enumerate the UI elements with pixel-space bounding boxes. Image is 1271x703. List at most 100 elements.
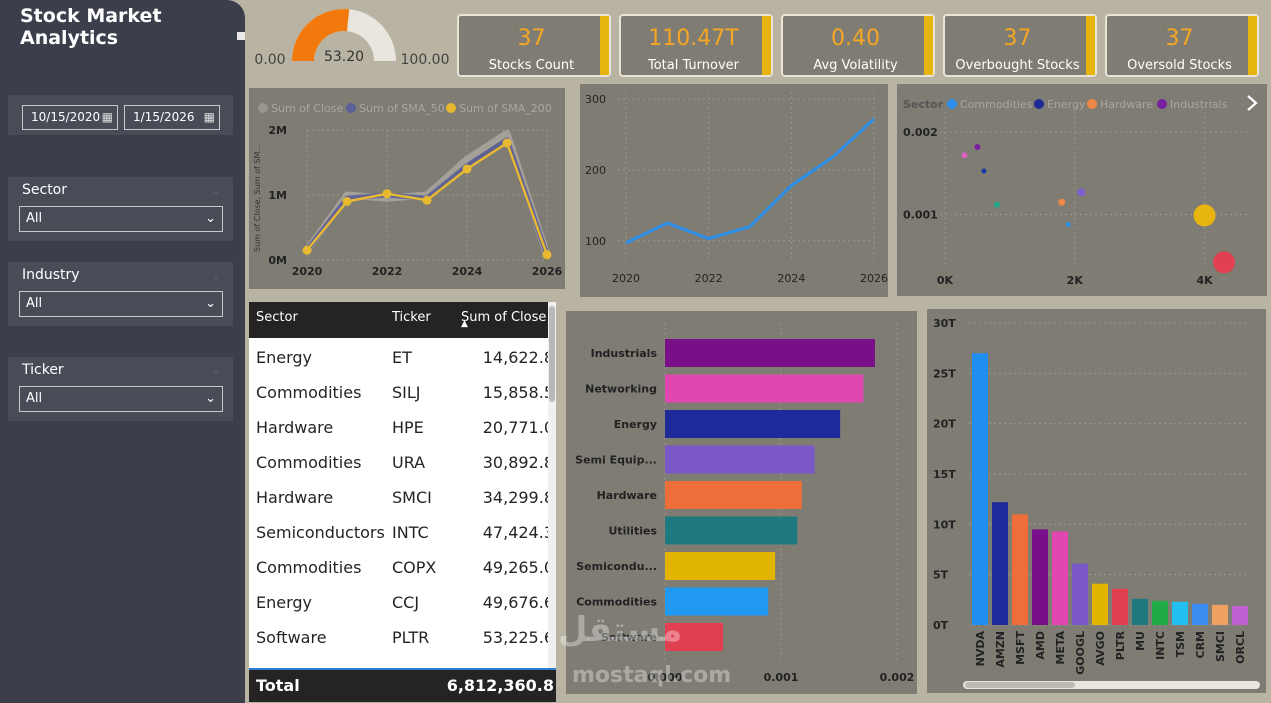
bar xyxy=(972,353,988,625)
y-tick-label: 200 xyxy=(585,164,606,177)
column-header-ticker[interactable]: Ticker xyxy=(392,310,431,325)
focus-mode-icon[interactable] xyxy=(237,32,245,40)
bar xyxy=(1152,600,1168,625)
volatility-scatter-chart[interactable]: 0.001 0.002 0K 2K 4K Sector Commodities Energy H… xyxy=(897,84,1267,296)
legend-marker xyxy=(1087,99,1097,109)
table-row[interactable]: Hardware HPE 20,771.0 xyxy=(249,412,556,447)
bar xyxy=(665,516,798,545)
x-tick-label: 2026 xyxy=(860,272,888,285)
scatter-point xyxy=(1065,221,1071,227)
scatter-point xyxy=(1193,204,1216,227)
legend-item: Sum of Close xyxy=(271,102,343,115)
table-total-row: Total 6,812,360.8 xyxy=(249,668,556,702)
legend-item: Sum of SMA_200 xyxy=(459,102,552,115)
ticker-dropdown[interactable]: All ⌄ xyxy=(19,386,223,412)
y-axis-label: Sum of Close, Sum of SM... xyxy=(253,144,262,252)
legend-marker xyxy=(1157,99,1167,109)
bar xyxy=(1232,605,1248,625)
price-trend-chart[interactable]: 100 200 300 2020 2022 2024 2026 xyxy=(580,84,888,297)
bar xyxy=(665,410,841,438)
category-label: SMCI xyxy=(1214,631,1227,662)
legend-marker xyxy=(1034,99,1044,109)
cell-sector: Software xyxy=(256,628,327,647)
kpi-card-oversold: 37 Oversold Stocks xyxy=(1105,14,1259,77)
category-label: PLTR xyxy=(1114,630,1127,660)
scatter-point xyxy=(1077,188,1086,197)
category-label: Software xyxy=(601,631,657,644)
legend-marker xyxy=(258,103,268,113)
kpi-accent-bar xyxy=(762,16,771,75)
date-to-input[interactable]: 1/15/2026 ▦ xyxy=(124,105,220,130)
legend-marker xyxy=(947,99,957,109)
kpi-label: Stocks Count xyxy=(488,58,575,73)
scatter-point xyxy=(981,168,987,174)
cell-sector: Commodities xyxy=(256,453,362,472)
bar xyxy=(665,374,864,403)
cell-sum-close: 49,676.6 xyxy=(482,593,554,612)
cell-sector: Commodities xyxy=(256,383,362,402)
industry-dropdown[interactable]: All ⌄ xyxy=(19,291,223,317)
chevron-down-icon[interactable]: ⌄ xyxy=(205,391,216,406)
chevron-down-icon[interactable]: ⌄ xyxy=(205,211,216,226)
cell-sum-close: 20,771.0 xyxy=(482,418,554,437)
table-scrollbar[interactable] xyxy=(548,302,556,668)
category-label: INTC xyxy=(1154,631,1167,660)
chevron-down-icon: ⌄ xyxy=(210,183,221,197)
kpi-value: 110.47T xyxy=(648,26,739,51)
cell-sum-close: 15,858.5 xyxy=(482,383,554,402)
y-tick-label: 5T xyxy=(933,569,949,582)
sector-volatility-bar-chart[interactable]: 0.000 0.001 0.002 Industrials Networking Ener… xyxy=(566,311,917,694)
calendar-icon[interactable]: ▦ xyxy=(203,110,215,124)
cell-sector: Semiconductors xyxy=(256,523,385,542)
sector-dropdown[interactable]: All ⌄ xyxy=(19,206,223,232)
data-point xyxy=(422,195,432,205)
table-row[interactable]: Commodities SILJ 15,858.5 xyxy=(249,377,556,412)
date-from-value: 10/15/2020 xyxy=(31,110,101,124)
bar xyxy=(1012,514,1028,625)
ticker-turnover-bar-chart[interactable]: 0T 5T 10T 15T 20T 25T 30T NVDA AMZN MSFT AMD META GO… xyxy=(927,309,1266,693)
category-label: GOOGL xyxy=(1074,631,1087,675)
table-row[interactable]: Commodities URA 30,892.8 xyxy=(249,447,556,482)
calendar-icon[interactable]: ▦ xyxy=(101,110,113,124)
scrollbar-thumb[interactable] xyxy=(549,306,555,402)
gauge-chart: 53.20 0.00 100.00 xyxy=(254,8,450,68)
y-tick-label: 300 xyxy=(585,93,606,106)
bar xyxy=(665,552,776,580)
bar xyxy=(1172,601,1188,625)
table-row[interactable]: Hardware SMCI 34,299.8 xyxy=(249,482,556,517)
gauge-max: 100.00 xyxy=(401,52,450,68)
category-label: Commodities xyxy=(576,596,657,609)
x-tick-label: 2024 xyxy=(452,265,483,278)
category-label: AMD xyxy=(1034,631,1047,660)
cell-ticker: COPX xyxy=(392,558,437,577)
column-header-sum-close[interactable]: Sum of Close xyxy=(461,310,547,325)
category-label: AVGO xyxy=(1094,631,1107,666)
table-row[interactable]: Energy ET 14,622.8 xyxy=(249,342,556,377)
bar xyxy=(1212,604,1228,625)
table-row[interactable]: Commodities COPX 49,265.0 xyxy=(249,552,556,587)
scatter-point xyxy=(1058,198,1066,206)
sma-line-chart[interactable]: 0M 1M 2M 2020 2022 2024 2026 Sum of Close, Sum … xyxy=(249,88,565,289)
chevron-down-icon: ⌄ xyxy=(210,268,221,282)
y-tick-label: 25T xyxy=(933,367,956,380)
legend-item: Industrials xyxy=(1170,98,1228,111)
sector-value: All xyxy=(26,211,43,226)
scatter-point xyxy=(961,152,968,159)
y-tick-label: 2M xyxy=(268,124,287,137)
data-point xyxy=(502,138,512,148)
table-row[interactable]: Energy CCJ 49,676.6 xyxy=(249,587,556,622)
table-row[interactable]: Software PLTR 53,225.6 xyxy=(249,622,556,657)
bar xyxy=(1112,588,1128,625)
chevron-down-icon[interactable]: ⌄ xyxy=(205,296,216,311)
table-row[interactable]: Semiconductors INTC 47,424.3 xyxy=(249,517,556,552)
kpi-value: 37 xyxy=(1003,26,1032,51)
column-header-sector[interactable]: Sector xyxy=(256,310,298,325)
kpi-label: Total Turnover xyxy=(647,58,740,73)
table-header: Sector Ticker Sum of Close ▲ xyxy=(249,302,556,338)
date-from-input[interactable]: 10/15/2020 ▦ xyxy=(22,105,118,130)
category-label: Energy xyxy=(614,418,657,431)
kpi-value: 37 xyxy=(517,26,546,51)
category-label: Hardware xyxy=(597,489,657,502)
industry-label: Industry xyxy=(22,267,80,283)
bar xyxy=(665,623,723,651)
